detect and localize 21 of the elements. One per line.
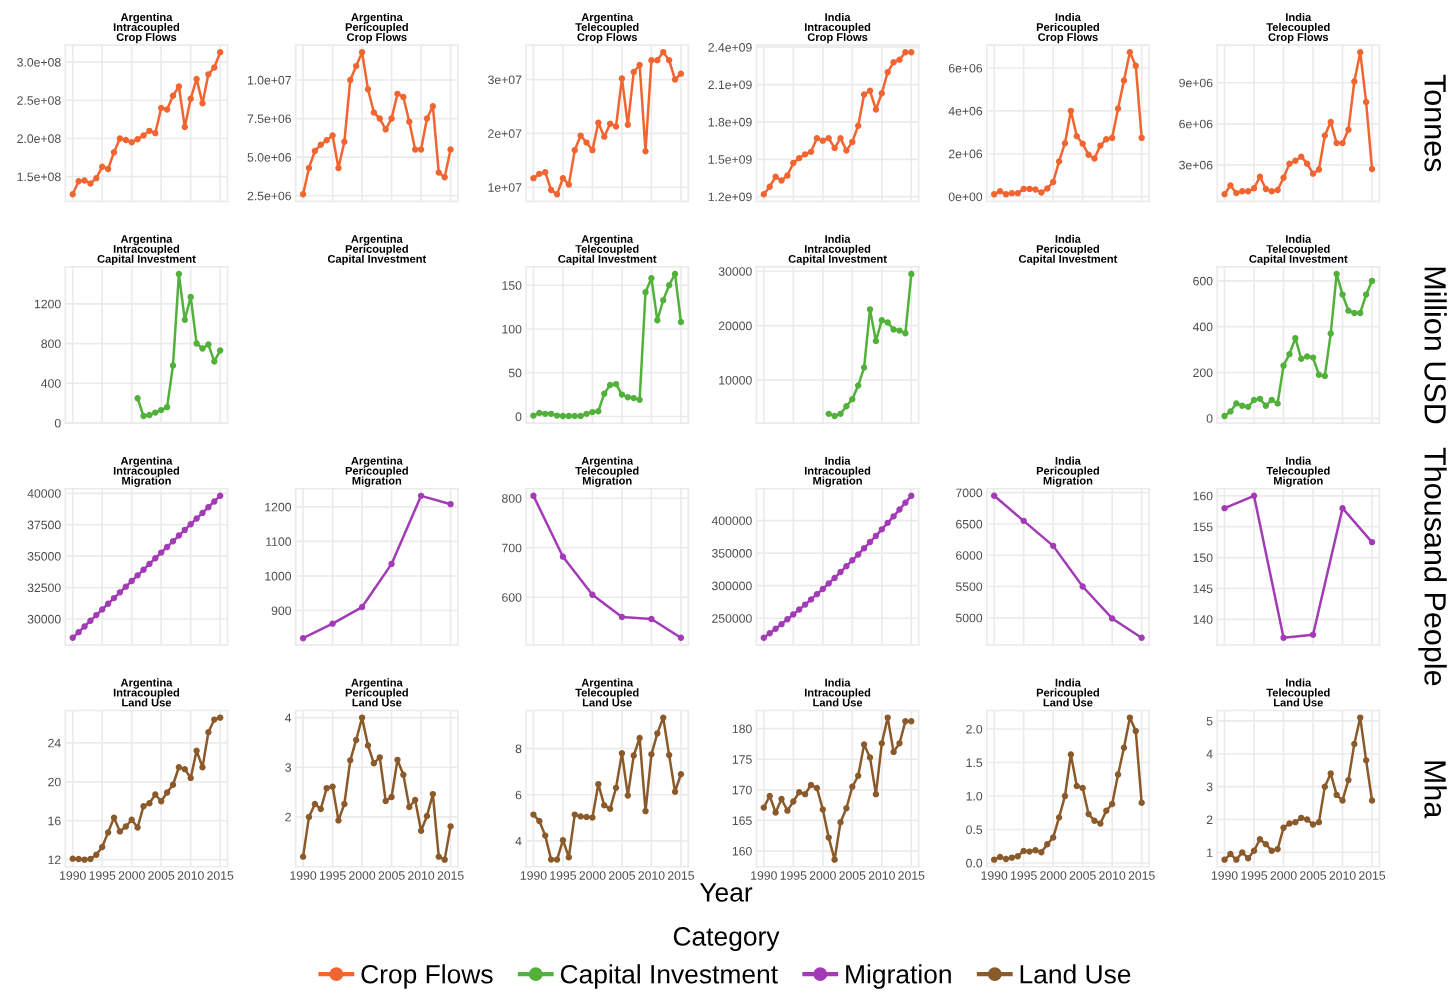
legend-label: Migration bbox=[846, 964, 951, 989]
line-series bbox=[69, 492, 224, 642]
line-series bbox=[530, 492, 685, 642]
y-axis-title: Thousand People bbox=[1418, 447, 1447, 686]
line-series bbox=[530, 48, 685, 198]
line-series bbox=[1221, 492, 1376, 642]
line-series bbox=[530, 270, 685, 420]
legend-label: Capital Investment bbox=[560, 964, 778, 989]
x-axis-title: Year bbox=[699, 883, 753, 902]
line-series bbox=[530, 714, 685, 863]
line-series bbox=[760, 492, 915, 642]
legend-label: Crop Flows bbox=[361, 964, 493, 989]
legend-label: Land Use bbox=[1020, 964, 1131, 984]
y-axis-title: Million USD bbox=[1424, 267, 1447, 424]
legend-title: Category bbox=[673, 927, 780, 952]
line-series bbox=[1221, 49, 1376, 198]
line-series bbox=[299, 714, 454, 863]
y-axis-title: Tonnes bbox=[1424, 74, 1446, 172]
line-series bbox=[990, 492, 1145, 642]
y-axis-title: Mha bbox=[1424, 761, 1447, 819]
line-series bbox=[1221, 714, 1376, 863]
